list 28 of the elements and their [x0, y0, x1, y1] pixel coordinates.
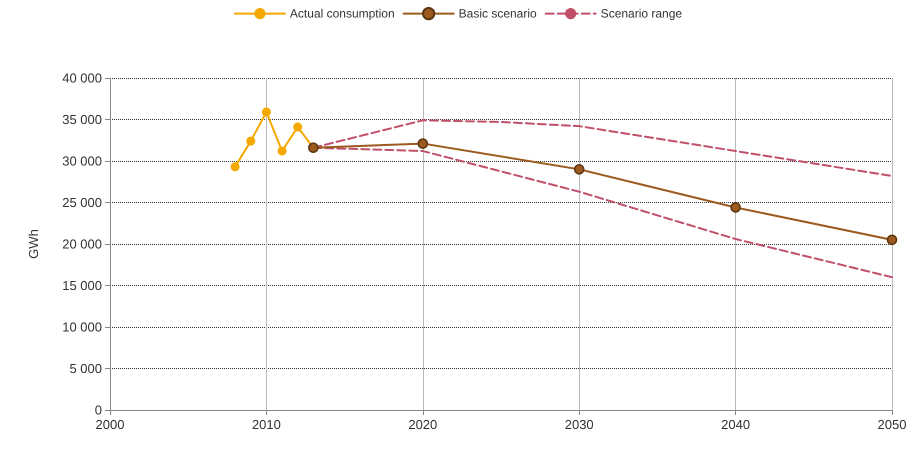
x-tick-label: 2050	[878, 417, 906, 432]
y-tick-label: 25 000	[62, 195, 102, 210]
x-tick-label: 2000	[96, 417, 124, 432]
point	[730, 202, 741, 213]
y-tick-label: 0	[94, 402, 102, 418]
y-tick-label: 15 000	[62, 278, 102, 293]
x-tick-label: 2020	[408, 417, 438, 432]
legend-label: Actual consumption	[290, 6, 395, 21]
y-tick-label: 30 000	[62, 154, 102, 168]
point	[278, 146, 287, 156]
y-tick-label: 5 000	[69, 361, 102, 376]
y-tick-label: 10 000	[62, 320, 102, 334]
y-tick-label: 35 000	[62, 112, 102, 127]
legend-label: Basic scenario	[458, 6, 538, 21]
y-tick-label: 40 000	[62, 70, 102, 86]
y-tick-label: 20 000	[62, 236, 102, 252]
legend-label: Scenario range	[600, 6, 682, 21]
point	[574, 164, 584, 175]
point	[230, 162, 240, 172]
y-axis-title: GWh	[26, 229, 41, 259]
point	[886, 234, 898, 246]
point	[418, 138, 428, 149]
point	[293, 122, 302, 132]
point	[246, 136, 256, 146]
x-tick-label: 2030	[564, 417, 594, 432]
x-tick-label: 2010	[252, 417, 281, 432]
x-tick-label: 2040	[721, 417, 750, 432]
point	[262, 108, 271, 117]
